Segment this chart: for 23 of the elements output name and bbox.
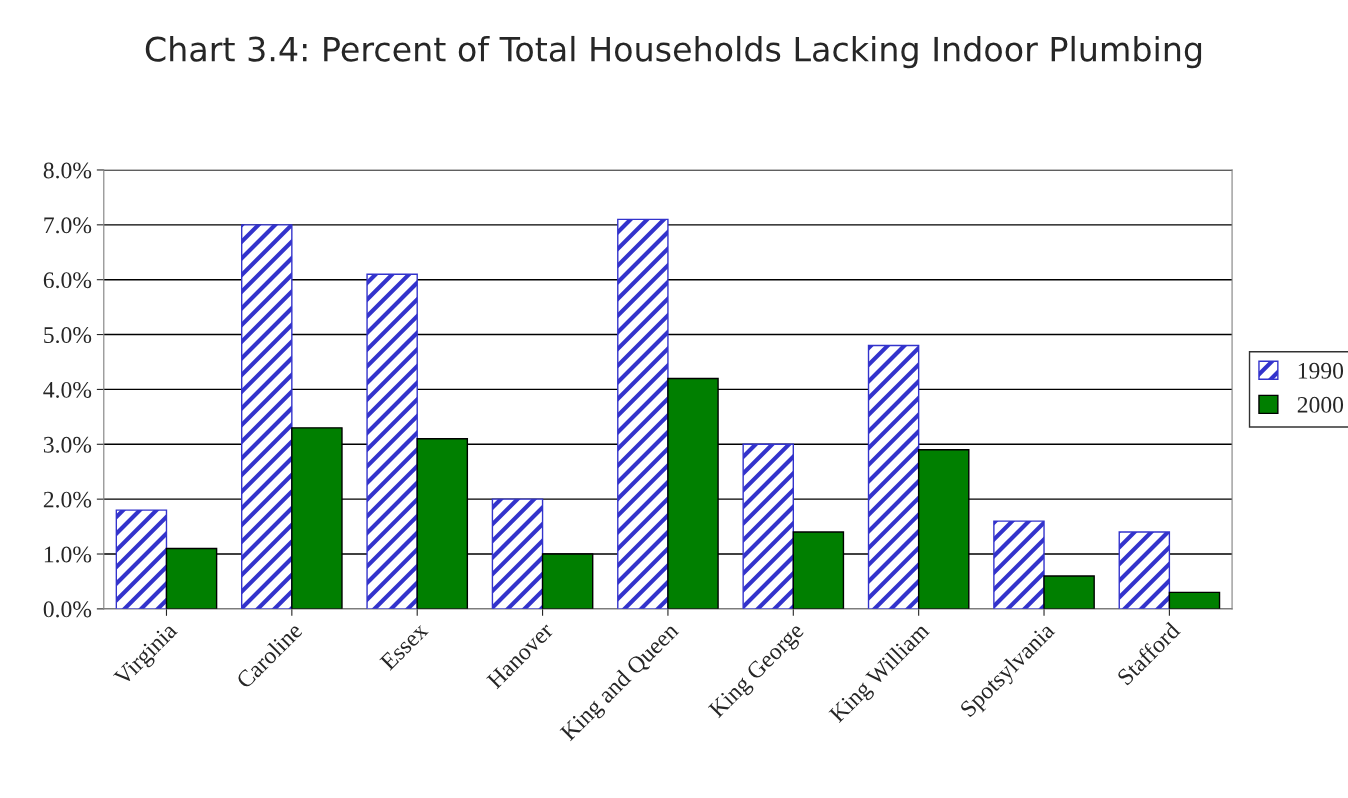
bar xyxy=(491,498,544,609)
chart-title: Chart 3.4: Percent of Total Households Lacking Indoor Plumbing xyxy=(145,35,1202,69)
y-tick-label: 6.0% xyxy=(43,272,92,289)
legend-label: 1990 xyxy=(1298,362,1344,379)
y-tick-label: 2.0% xyxy=(43,491,92,508)
bar xyxy=(115,509,168,609)
y-tick-label: 8.0% xyxy=(43,162,92,179)
legend-label: 2000 xyxy=(1297,396,1344,413)
y-tick-label: 3.0% xyxy=(43,436,92,453)
y-tick-label: 1.0% xyxy=(44,546,92,563)
bar xyxy=(617,218,669,609)
bar xyxy=(366,273,418,609)
bar xyxy=(867,344,920,609)
y-tick-label: 0.0% xyxy=(43,601,92,618)
bar xyxy=(1043,575,1095,609)
bar xyxy=(1118,531,1171,609)
y-tick-label: 4.0% xyxy=(43,381,92,398)
bar xyxy=(241,224,293,609)
bar xyxy=(1168,591,1221,609)
bar xyxy=(742,443,794,609)
y-tick-label: 7.0% xyxy=(44,217,92,234)
bar xyxy=(993,520,1045,609)
y-tick-label: 5.0% xyxy=(44,327,92,344)
